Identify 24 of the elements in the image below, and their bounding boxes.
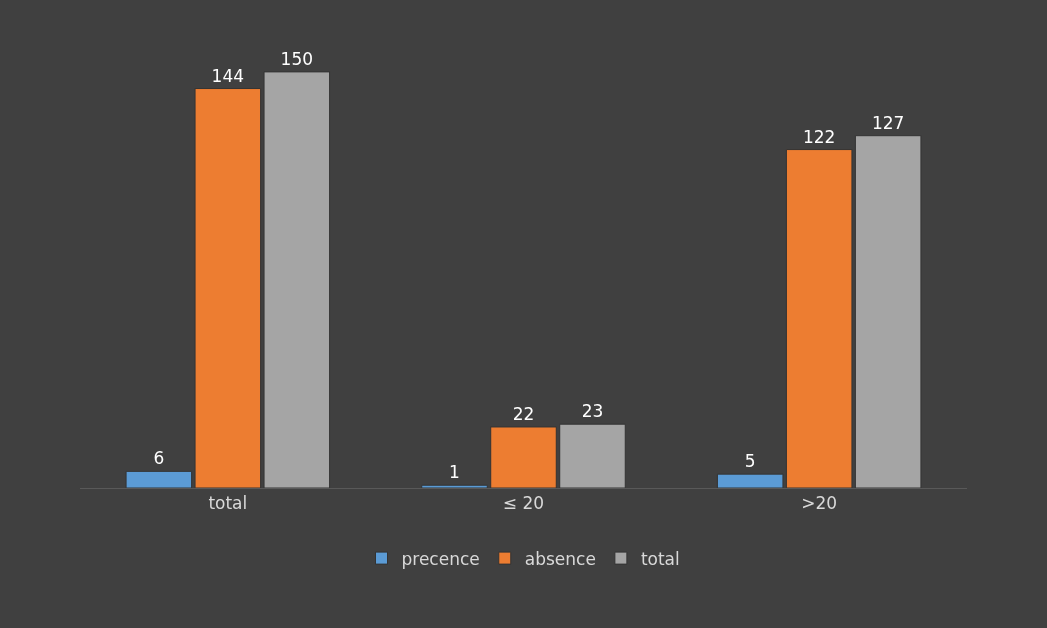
data-label: 5 [744,451,756,472]
data-label: 127 [871,112,905,133]
x-tick-label: >20 [801,493,838,514]
legend-label: total [640,548,680,569]
bar [785,149,853,488]
x-tick-label: total [208,493,248,514]
data-label: 144 [211,65,245,86]
data-label: 6 [153,448,165,469]
bar [194,88,262,488]
bar [490,426,557,488]
bar [559,423,626,488]
data-label: 122 [802,126,836,147]
data-label: 1 [449,462,460,483]
bar [854,135,922,488]
data-label: 22 [512,403,535,424]
data-label: 23 [581,401,604,422]
bar [716,473,784,488]
bar [125,470,193,488]
data-label: 150 [280,48,314,69]
x-tick-label: ≤ 20 [502,493,545,514]
legend-label: absence [524,548,596,569]
bar [421,484,488,488]
legend-label: precence [401,548,480,569]
bar [263,71,331,488]
